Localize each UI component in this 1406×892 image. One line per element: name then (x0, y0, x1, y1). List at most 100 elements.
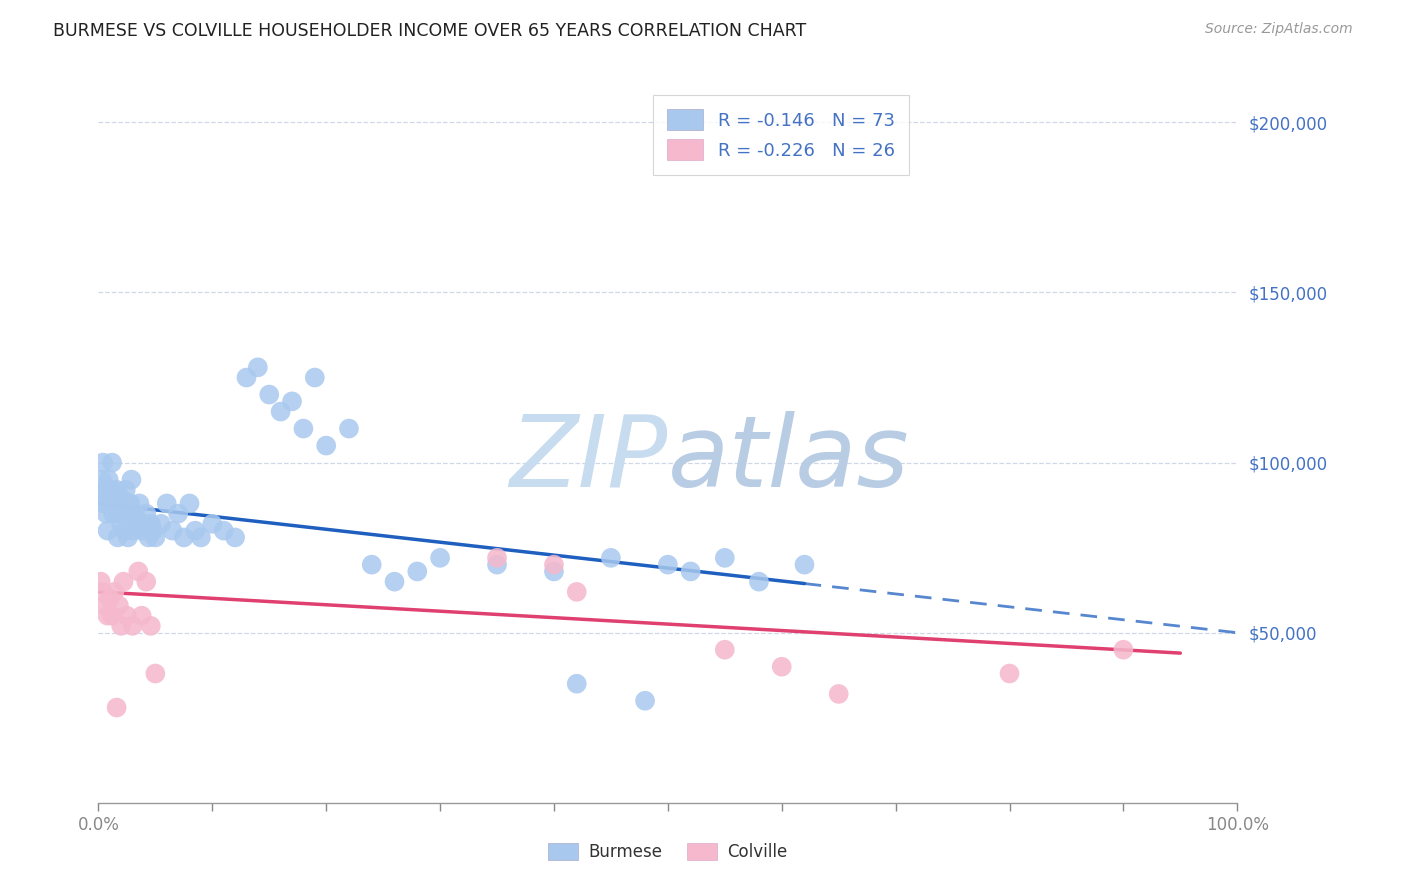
Point (138, 531, 160, 545)
Point (105, 700, 128, 714)
Point (135, 574, 157, 589)
Point (100, 483, 122, 497)
Point (184, 524, 207, 538)
Point (103, 507, 125, 521)
Point (91, 456, 114, 470)
Point (173, 531, 195, 545)
Point (108, 507, 131, 521)
Point (110, 516, 132, 531)
Point (657, 558, 679, 572)
Point (112, 574, 135, 589)
Point (292, 421, 315, 435)
Point (103, 585, 125, 599)
Point (104, 496, 127, 510)
Point (94, 599, 117, 613)
Point (132, 516, 155, 531)
Point (828, 687, 851, 701)
Point (634, 694, 657, 708)
Point (190, 531, 212, 545)
Point (224, 531, 246, 545)
Point (315, 439, 337, 453)
Text: BURMESE VS COLVILLE HOUSEHOLDER INCOME OVER 65 YEARS CORRELATION CHART: BURMESE VS COLVILLE HOUSEHOLDER INCOME O… (53, 22, 807, 40)
Point (770, 659, 793, 673)
Point (142, 524, 165, 538)
Point (212, 524, 235, 538)
Point (429, 550, 451, 565)
Point (112, 507, 135, 521)
Point (156, 496, 179, 510)
Point (128, 496, 150, 510)
Point (246, 360, 269, 375)
Point (1112, 642, 1135, 657)
Point (304, 370, 326, 384)
Point (337, 421, 360, 435)
Point (114, 524, 136, 538)
Point (714, 550, 737, 565)
Point (90, 574, 112, 589)
Point (127, 565, 149, 579)
Point (139, 619, 162, 633)
Point (120, 496, 142, 510)
Point (543, 565, 565, 579)
Point (96, 507, 118, 521)
Point (543, 558, 565, 572)
Point (145, 666, 167, 681)
Point (179, 496, 201, 510)
Point (167, 507, 190, 521)
Text: Source: ZipAtlas.com: Source: ZipAtlas.com (1205, 22, 1353, 37)
Legend: Burmese, Colville: Burmese, Colville (541, 836, 794, 868)
Point (94, 483, 117, 497)
Text: ZIP: ZIP (509, 410, 668, 508)
Point (101, 456, 124, 470)
Point (162, 524, 184, 538)
Point (565, 585, 588, 599)
Point (384, 574, 406, 589)
Point (135, 507, 157, 521)
Text: atlas: atlas (668, 410, 910, 508)
Point (93, 496, 115, 510)
Point (117, 531, 139, 545)
Point (98, 496, 121, 510)
Point (748, 574, 770, 589)
Point (486, 550, 509, 565)
Point (121, 524, 143, 538)
Point (131, 608, 153, 623)
Point (96, 608, 118, 623)
Point (679, 565, 702, 579)
Point (114, 483, 136, 497)
Point (121, 619, 143, 633)
Point (998, 666, 1021, 681)
Point (270, 404, 292, 418)
Point (101, 608, 124, 623)
Point (90, 490, 112, 504)
Point (131, 524, 153, 538)
Point (714, 642, 737, 657)
Point (91, 585, 114, 599)
Point (108, 490, 131, 504)
Point (201, 516, 224, 531)
Point (96, 524, 118, 538)
Point (281, 394, 304, 409)
Point (103, 490, 125, 504)
Point (406, 565, 429, 579)
Point (150, 516, 173, 531)
Point (115, 608, 138, 623)
Point (360, 558, 382, 572)
Point (98, 591, 121, 606)
Point (259, 387, 281, 401)
Point (565, 677, 588, 691)
Point (235, 370, 257, 384)
Point (600, 550, 623, 565)
Point (139, 516, 162, 531)
Point (486, 558, 509, 572)
Point (115, 496, 138, 510)
Point (107, 531, 129, 545)
Point (111, 496, 134, 510)
Point (124, 507, 146, 521)
Point (793, 558, 815, 572)
Point (110, 619, 132, 633)
Point (97, 473, 120, 487)
Point (90, 473, 112, 487)
Point (120, 473, 142, 487)
Point (127, 516, 149, 531)
